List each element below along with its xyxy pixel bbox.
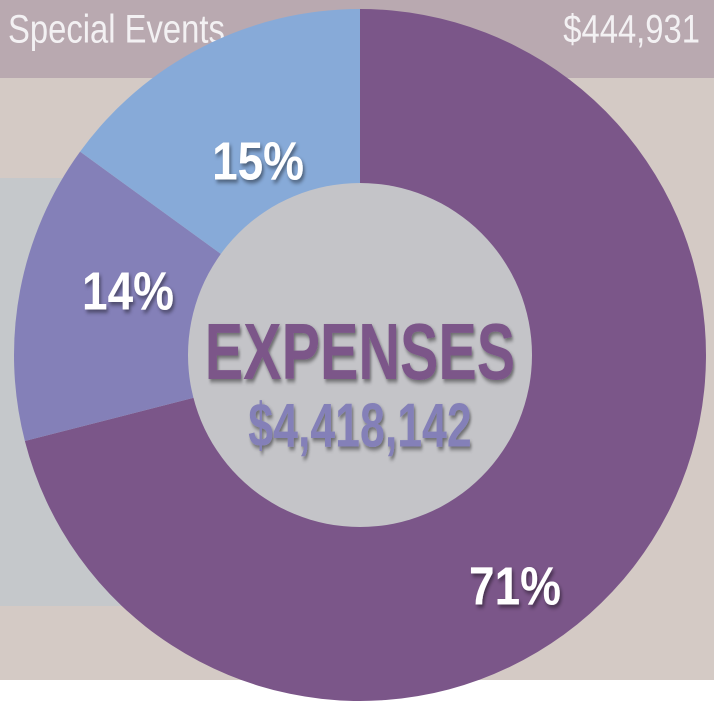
value-label: 14% (82, 261, 174, 321)
header-amount: $444,931 (563, 6, 700, 51)
donut-hole (188, 183, 532, 527)
header-label: Special Events (8, 6, 225, 51)
center-title: EXPENSES (205, 307, 515, 397)
center-total: $4,418,142 (248, 391, 471, 460)
value-label: 15% (212, 131, 304, 191)
value-label: 71% (469, 556, 561, 616)
